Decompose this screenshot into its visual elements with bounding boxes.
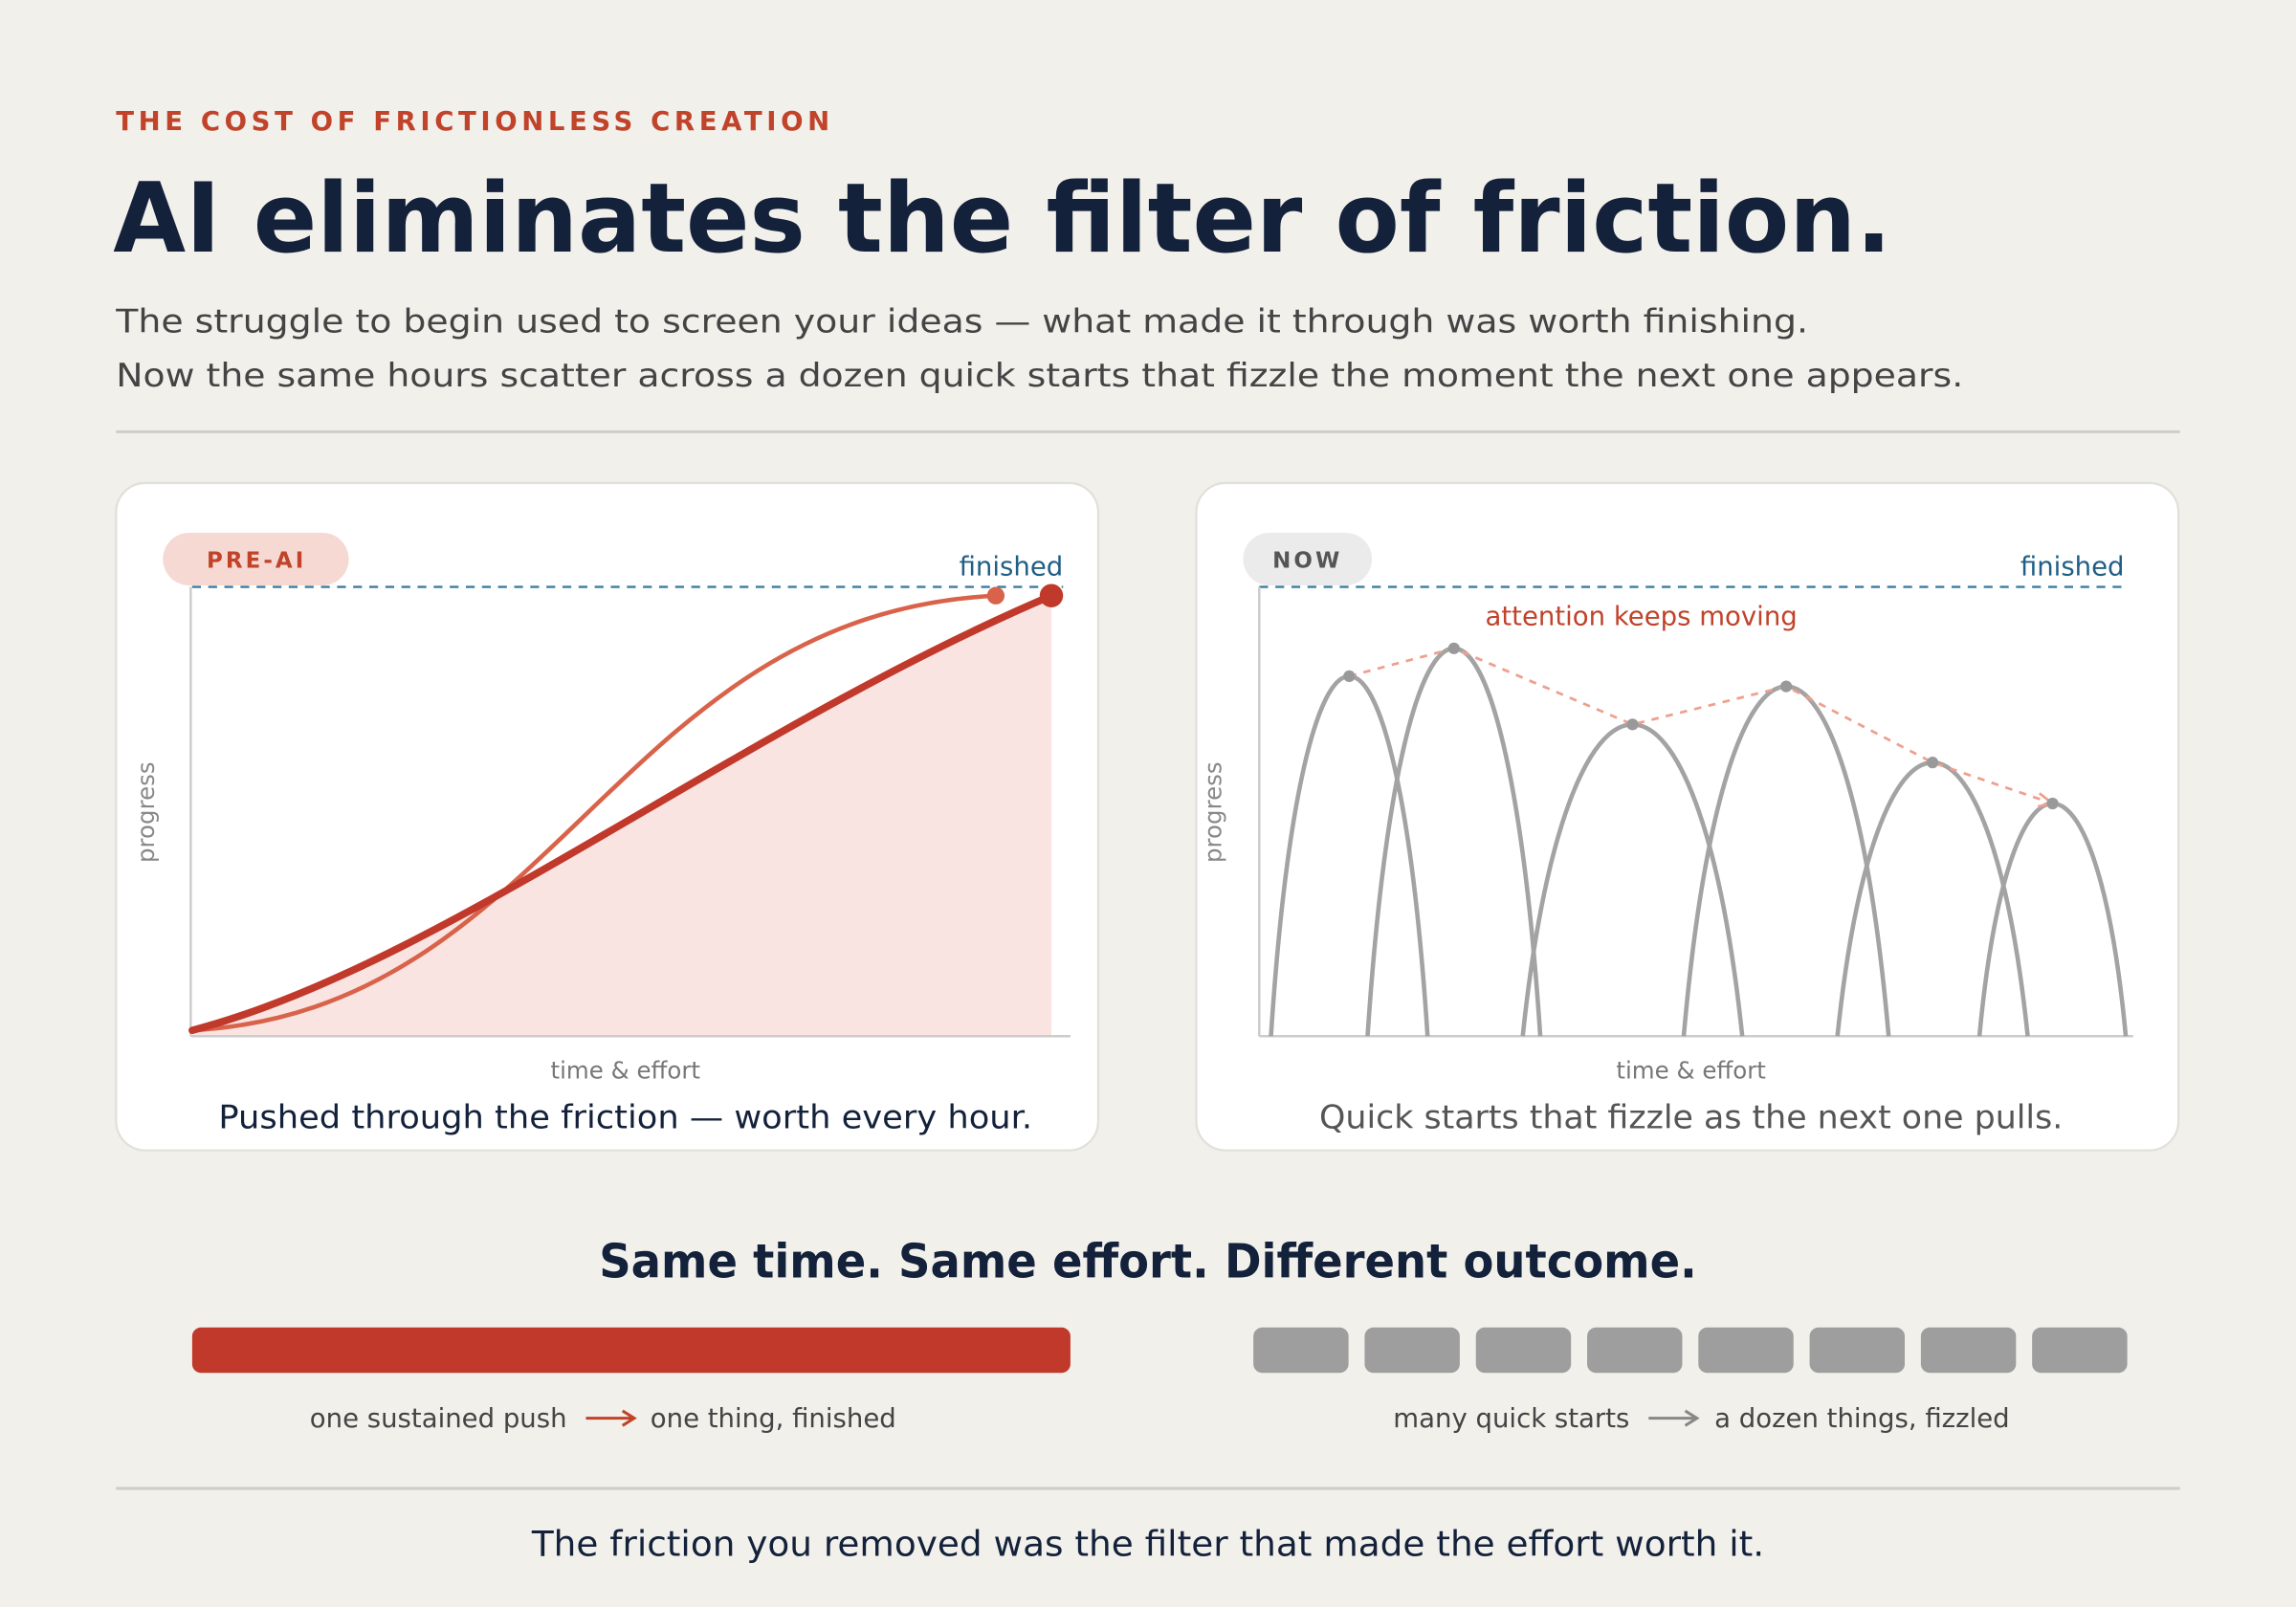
comparison-heading: Same time. Same effort. Different outcom… bbox=[599, 1235, 1697, 1289]
peak-dot bbox=[1626, 718, 1639, 731]
quick-block bbox=[1364, 1327, 1460, 1374]
x-axis-label: time & effort bbox=[551, 1057, 701, 1085]
subtitle-line: The struggle to begin used to screen you… bbox=[115, 302, 1808, 340]
curve-end bbox=[986, 586, 1005, 605]
quick-blocks bbox=[1253, 1327, 2128, 1374]
quick-block bbox=[1698, 1327, 1794, 1374]
annotation: attention keeps moving bbox=[1485, 601, 1797, 631]
comparison-label: one sustained push bbox=[310, 1403, 567, 1434]
badge bbox=[163, 532, 349, 586]
x-axis-label: time & effort bbox=[1616, 1057, 1766, 1085]
badge bbox=[1243, 532, 1373, 586]
subtitle-line: Now the same hours scatter across a doze… bbox=[116, 357, 1963, 394]
sustained-curve bbox=[188, 591, 1055, 1034]
sustained-bar bbox=[191, 1327, 1071, 1374]
comparison-label: many quick starts bbox=[1393, 1403, 1629, 1434]
arrow bbox=[585, 1409, 637, 1427]
peak-dot bbox=[1779, 680, 1793, 693]
arrow bbox=[1648, 1409, 1700, 1427]
quick-block bbox=[1587, 1327, 1683, 1374]
target-label: finished bbox=[960, 551, 1064, 582]
y-axis-label: progress bbox=[132, 761, 160, 863]
comparison-label: one thing, finished bbox=[651, 1403, 896, 1434]
quick-block bbox=[2032, 1327, 2128, 1374]
quick-block bbox=[1475, 1327, 1572, 1374]
quick-block bbox=[1920, 1327, 2017, 1374]
eyebrow: THE COST OF FRICTIONLESS CREATION bbox=[116, 106, 833, 137]
panel bbox=[1195, 481, 2180, 1152]
caption: Quick starts that fizzle as the next one… bbox=[1319, 1099, 2063, 1136]
target-label: finished bbox=[2020, 551, 2125, 582]
caption: Pushed through the friction — worth ever… bbox=[218, 1099, 1032, 1136]
peak-dot bbox=[1343, 670, 1356, 683]
s-curve bbox=[191, 593, 996, 1033]
title: AI eliminates the filter of friction. bbox=[113, 162, 1891, 275]
peak-dot bbox=[1926, 757, 1939, 769]
peak-dot bbox=[1447, 642, 1460, 654]
y-axis-label: progress bbox=[1200, 761, 1227, 863]
footer: The friction you removed was the filter … bbox=[531, 1523, 1764, 1564]
quick-block bbox=[1253, 1327, 1349, 1374]
area-fill bbox=[191, 595, 1052, 1037]
quick-starts bbox=[1269, 642, 2129, 1037]
attention-path bbox=[1349, 647, 2054, 805]
quick-block bbox=[1809, 1327, 1906, 1374]
badge-label: PRE-AI bbox=[207, 549, 306, 574]
comparison-label: a dozen things, fizzled bbox=[1714, 1403, 2010, 1434]
badge-label: NOW bbox=[1272, 549, 1342, 574]
peak-dot bbox=[2046, 797, 2059, 810]
curve-end bbox=[1039, 583, 1064, 607]
